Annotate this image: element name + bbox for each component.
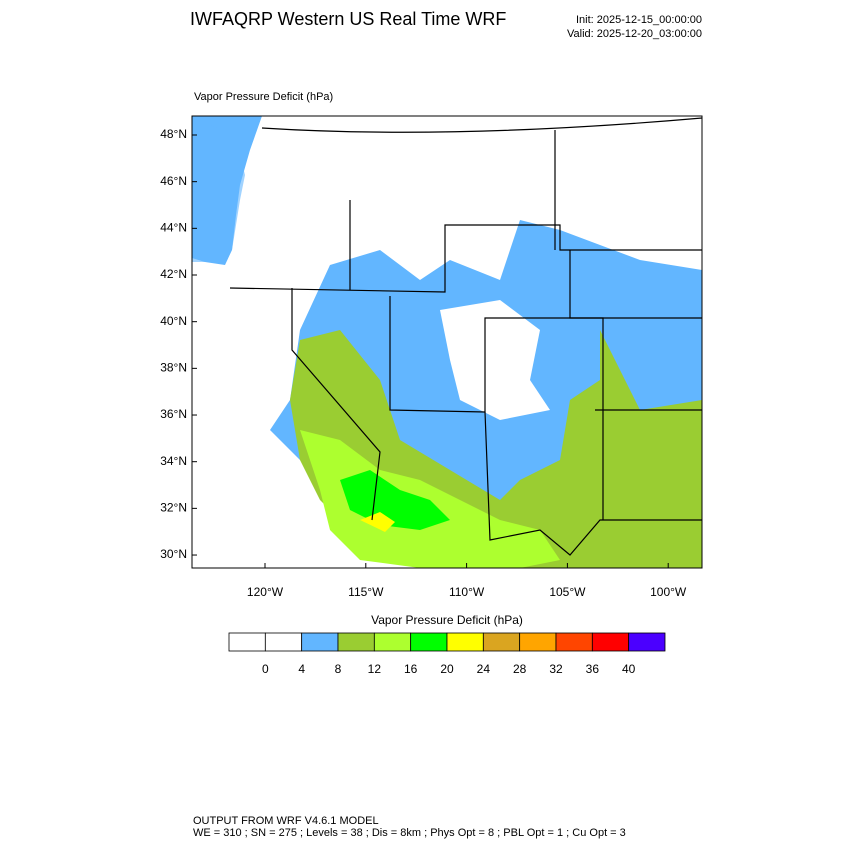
colorbar-label: 12 [368, 662, 382, 676]
init-time: Init: 2025-12-15_00:00:00 [576, 14, 702, 26]
colorbar-box [228, 632, 266, 652]
lat-label: 40°N [160, 314, 187, 328]
colorbar-box [301, 632, 339, 652]
lat-label: 44°N [160, 221, 187, 235]
valid-time: Valid: 2025-12-20_03:00:00 [567, 28, 702, 40]
lat-label: 38°N [160, 361, 187, 375]
colorbar-label: 36 [586, 662, 600, 676]
lon-label: 115°W [348, 585, 384, 599]
lon-label: 105°W [549, 585, 586, 599]
colorbar-box [264, 632, 303, 652]
colorbar-box [373, 632, 412, 652]
map-frame [191, 115, 703, 569]
map-title: Vapor Pressure Deficit (hPa) [194, 91, 333, 103]
colorbar-box [337, 632, 375, 652]
colorbar-box [591, 632, 630, 652]
colorbar-label: 32 [549, 662, 563, 676]
lon-label: 100°W [650, 585, 687, 599]
lat-label: 34°N [160, 454, 187, 468]
colorbar-box [519, 632, 557, 652]
footer-line: OUTPUT FROM WRF V4.6.1 MODEL [193, 815, 379, 827]
colorbar-box [446, 632, 484, 652]
colorbar-label: 24 [477, 662, 491, 676]
colorbar-box [482, 632, 521, 652]
footer-line: WE = 310 ; SN = 275 ; Levels = 38 ; Dis … [193, 827, 626, 839]
lon-label: 120°W [247, 585, 284, 599]
colorbar-label: 28 [513, 662, 527, 676]
colorbar-box [410, 632, 448, 652]
lat-label: 46°N [160, 174, 187, 188]
lon-label: 110°W [449, 585, 485, 599]
colorbar-box [628, 632, 666, 652]
colorbar-label: 8 [335, 662, 342, 676]
colorbar-box [555, 632, 593, 652]
colorbar-label: 4 [298, 662, 305, 676]
colorbar-label: 40 [622, 662, 636, 676]
map-field [192, 116, 702, 568]
lat-label: 48°N [160, 127, 187, 141]
colorbar-label: 20 [440, 662, 454, 676]
lat-label: 32°N [160, 501, 187, 515]
title: IWFAQRP Western US Real Time WRF [190, 9, 506, 29]
lat-label: 36°N [160, 407, 187, 421]
colorbar-label: 0 [262, 662, 269, 676]
lat-label: 42°N [160, 267, 187, 281]
lat-label: 30°N [160, 547, 187, 561]
colorbar-title: Vapor Pressure Deficit (hPa) [371, 613, 523, 627]
colorbar-label: 16 [404, 662, 418, 676]
